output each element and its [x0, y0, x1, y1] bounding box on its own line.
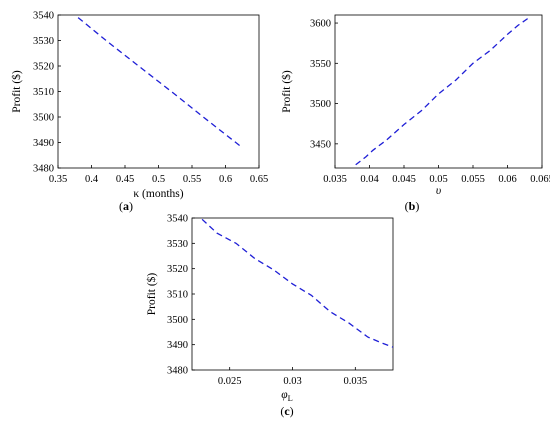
panel-c-ticks: 0.025 0.03 0.035 3480 3490 3500 3510 3520 3530 35…: [167, 214, 367, 388]
panel-a-y-tick-label: 3500: [33, 113, 54, 124]
panel-c-y-tick-label: 3540: [167, 214, 188, 225]
panel-a-y-tick-label: 3510: [33, 87, 54, 98]
panel-c-y-tick-label: 3490: [167, 340, 188, 351]
panel-a-x-tick-label: 0.6: [219, 174, 232, 185]
panel-c-x-tick-label: 0.025: [218, 376, 242, 387]
panel-b-x-tick-label: 0.05: [429, 174, 447, 185]
panel-a-x-axis-label: κ (months): [133, 188, 183, 200]
panel-b-x-tick-label: 0.045: [392, 174, 416, 185]
panel-c-panel-label: (c): [280, 404, 293, 418]
panel-a-series-line: [77, 17, 243, 149]
panel-a-y-tick-label: 3490: [33, 138, 54, 149]
panel-b: 0.035 0.04 0.045 0.05 0.055 0.06 0.065 3450 3500…: [280, 14, 550, 213]
panel-c-series-line: [201, 218, 394, 348]
panel-b-x-tick-label: 0.035: [323, 174, 347, 185]
panel-b-y-axis-label: Profit ($): [280, 70, 293, 113]
panel-a-x-tick-label: 0.45: [116, 174, 134, 185]
panel-c-plot-frame: [191, 217, 394, 371]
panel-b-y-tick-label: 3450: [310, 139, 331, 150]
panel-a-x-tick-label: 0.35: [49, 174, 67, 185]
panel-c-y-axis-label: Profit ($): [145, 273, 158, 316]
panel-b-plot-frame: [334, 14, 543, 169]
panel-b-series-line: [355, 17, 529, 166]
panel-b-y-tick-label: 3600: [310, 19, 331, 30]
panel-c-y-tick-label: 3500: [167, 315, 188, 326]
panel-c-x-axis-label: φL: [281, 389, 293, 403]
panel-c-y-tick-label: 3510: [167, 290, 188, 301]
panel-c-y-tick-label: 3530: [167, 239, 188, 250]
panel-a-x-tick-label: 0.55: [183, 174, 201, 185]
panel-c-y-tick-label: 3520: [167, 264, 188, 275]
panel-a-y-tick-label: 3480: [33, 164, 54, 175]
panel-b-ticks: 0.035 0.04 0.045 0.05 0.055 0.06 0.065 3450 3500…: [310, 19, 550, 185]
panel-a-x-tick-label: 0.65: [250, 174, 268, 185]
panel-b-x-tick-label: 0.055: [461, 174, 485, 185]
panel-a-y-tick-label: 3540: [33, 11, 54, 22]
panel-a-y-axis-label: Profit ($): [10, 70, 23, 113]
panel-a-x-tick-label: 0.4: [85, 174, 99, 185]
panel-b-x-tick-label: 0.065: [530, 174, 550, 185]
panel-c: 0.025 0.03 0.035 3480 3490 3500 3510 3520 3530 35…: [145, 214, 394, 418]
panel-a: 0.35 0.4 0.45 0.5 0.55 0.6 0.65 3480 3490 3500 351…: [10, 11, 268, 214]
panel-b-x-axis-label: υ: [436, 185, 441, 197]
panel-b-y-tick-label: 3550: [310, 59, 331, 70]
panel-b-x-tick-label: 0.04: [360, 174, 379, 185]
panel-a-plot-frame: [57, 14, 260, 169]
panel-b-y-tick-label: 3500: [310, 99, 331, 110]
panel-b-panel-label: (b): [405, 199, 420, 213]
panel-c-x-tick-label: 0.03: [283, 376, 301, 387]
panel-c-x-tick-label: 0.035: [344, 376, 368, 387]
panel-a-ticks: 0.35 0.4 0.45 0.5 0.55 0.6 0.65 3480 3490 3500 351…: [33, 11, 268, 186]
panel-b-x-tick-label: 0.06: [498, 174, 516, 185]
panel-a-panel-label: (a): [119, 199, 133, 213]
panel-a-y-tick-label: 3520: [33, 62, 54, 73]
panel-a-x-tick-label: 0.5: [152, 174, 165, 185]
panel-c-y-tick-label: 3480: [167, 366, 188, 377]
panel-a-y-tick-label: 3530: [33, 36, 54, 47]
